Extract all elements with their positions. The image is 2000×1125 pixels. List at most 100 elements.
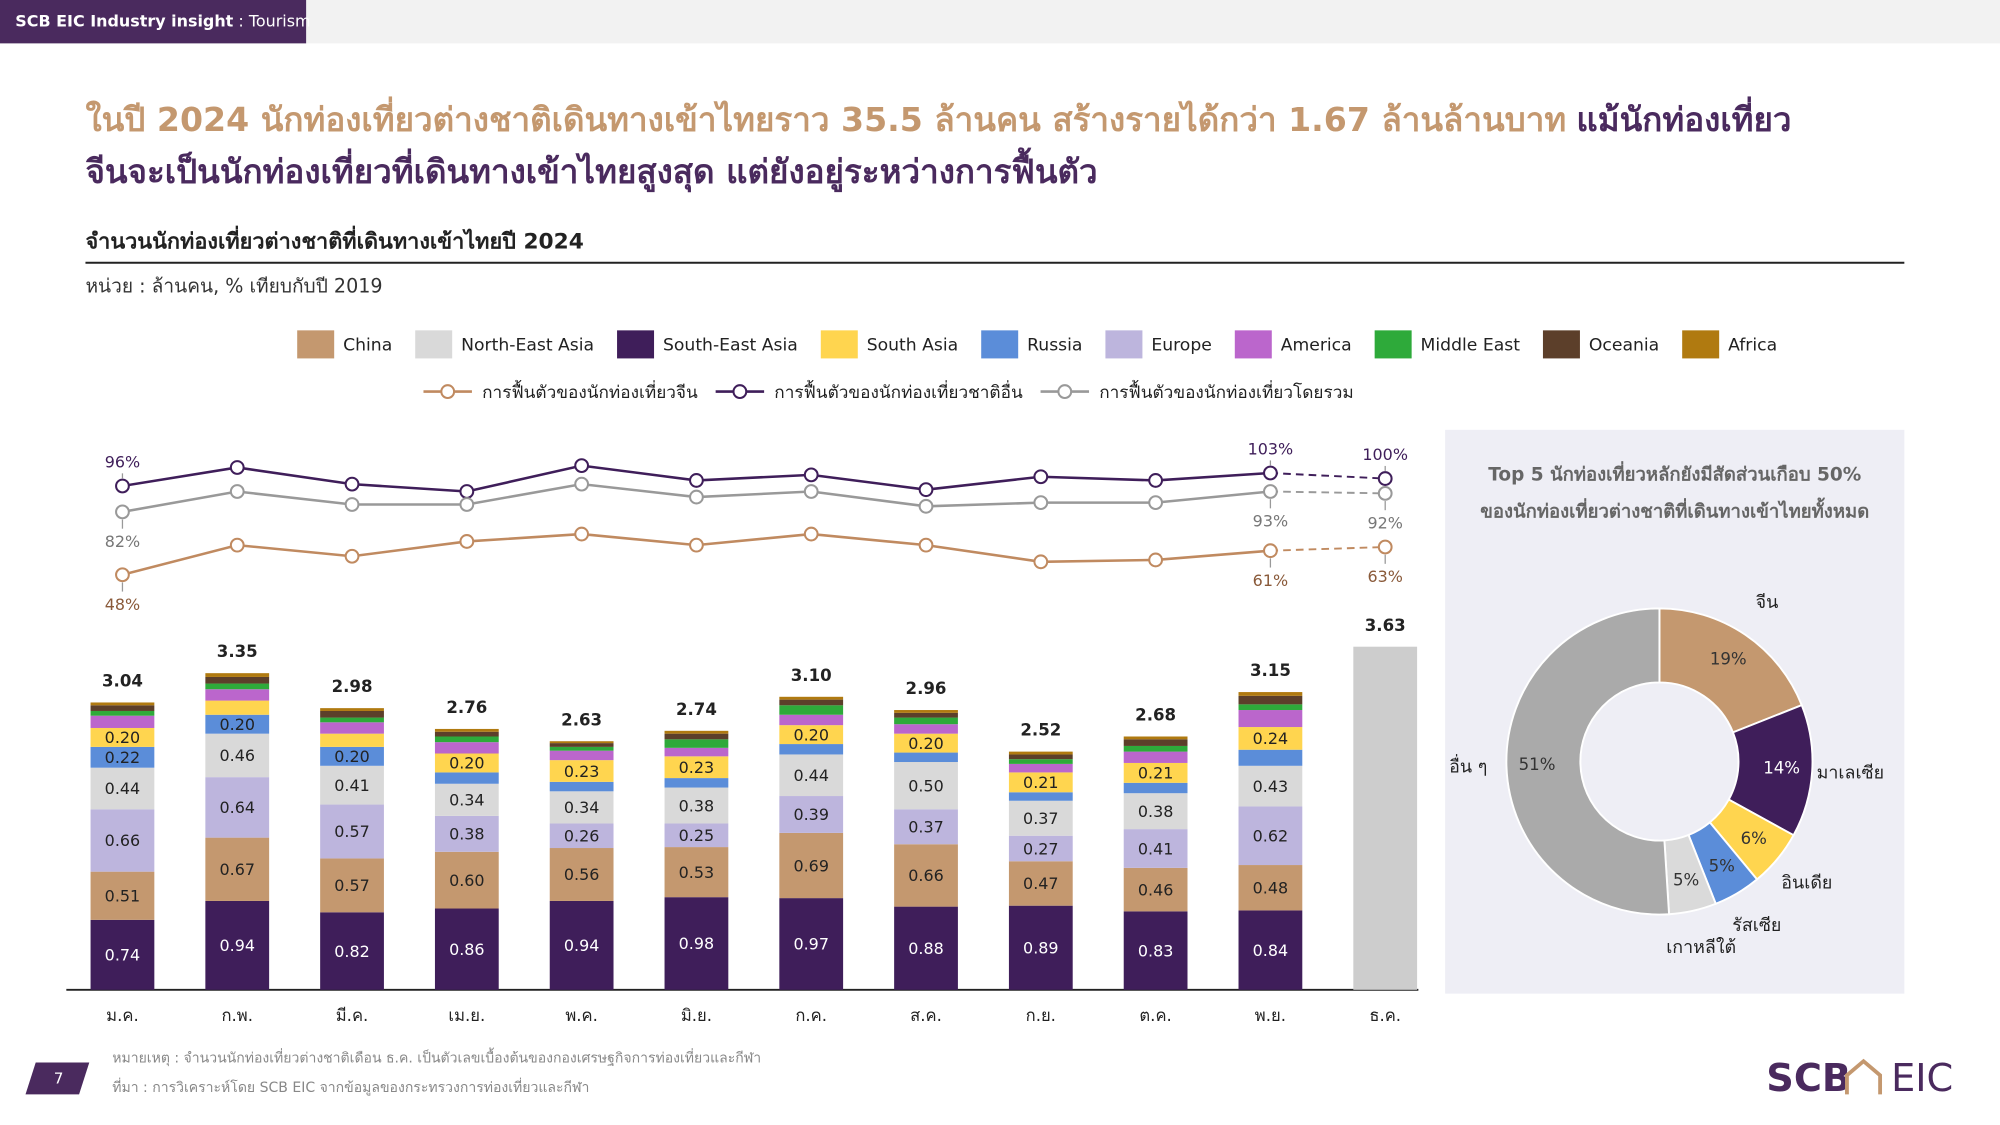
donut-value-label: 5% xyxy=(1673,870,1699,889)
bar-segment xyxy=(90,809,155,872)
bar-segment xyxy=(320,804,384,859)
bar-segment xyxy=(1008,792,1073,801)
bar-segment xyxy=(664,897,729,990)
bar-segment xyxy=(1008,772,1073,793)
bar-value-label: 0.94 xyxy=(219,936,255,955)
header-band xyxy=(0,0,2000,44)
bar-segment xyxy=(779,725,844,745)
legend-label: การฟื้นตัวของนักท่องเที่ยวชาติอื่น xyxy=(774,380,1023,403)
line-point xyxy=(1377,485,1393,501)
line-point xyxy=(1263,484,1278,499)
line-value-label: 63% xyxy=(1367,567,1402,586)
bar-segment xyxy=(894,906,958,990)
bar-value-label: 0.98 xyxy=(679,934,715,953)
line-point xyxy=(1263,465,1278,481)
bar-segment xyxy=(320,858,384,913)
line-point xyxy=(344,548,360,564)
legend-label: America xyxy=(1281,336,1352,356)
bar-value-label: 0.66 xyxy=(908,866,943,885)
bar-segment xyxy=(434,851,499,909)
bar-segment xyxy=(205,676,270,684)
bar-segment xyxy=(664,747,729,757)
line-value-label: 92% xyxy=(1367,513,1402,532)
bar-segment xyxy=(320,710,384,718)
line-point xyxy=(574,476,590,492)
bar-segment xyxy=(90,715,155,728)
bar-segment xyxy=(1123,762,1188,783)
bar-value-label: 0.47 xyxy=(1023,874,1058,893)
bar-segment xyxy=(779,796,844,833)
bar-segment xyxy=(205,777,270,838)
line-point xyxy=(803,484,819,499)
bar-segment xyxy=(549,760,614,782)
line-point xyxy=(689,489,704,505)
line-point xyxy=(459,484,475,499)
legend-label: Russia xyxy=(1027,336,1082,356)
logo-right: EIC xyxy=(1891,1056,1953,1101)
bar-segment xyxy=(90,727,155,747)
bar-segment xyxy=(1123,745,1188,752)
bar-value-label: 0.43 xyxy=(1253,777,1288,796)
bar-segment xyxy=(1123,782,1188,794)
bar-value-label: 0.20 xyxy=(105,728,141,747)
donut-title: Top 5 นักท่องเที่ยวหลักยังมีสัดส่วนเกือบ… xyxy=(1488,461,1861,486)
line-point xyxy=(803,467,819,483)
logo-icon xyxy=(1845,1058,1883,1095)
headline-part2: แม้นักท่องเที่ยว xyxy=(1576,96,1791,139)
bar-segment xyxy=(1238,910,1303,990)
bar-segment xyxy=(664,778,729,788)
line-point xyxy=(1263,543,1278,559)
bar-value-label: 0.60 xyxy=(449,871,485,890)
legend-label: Middle East xyxy=(1421,336,1521,356)
bar-segment xyxy=(1238,695,1303,705)
logo-left: SCB xyxy=(1766,1056,1851,1101)
donut-category-label: จีน xyxy=(1756,592,1779,613)
bar-value-label: 0.57 xyxy=(334,822,370,841)
line-point xyxy=(1377,539,1393,555)
line-projection xyxy=(1270,472,1386,480)
bar-segment xyxy=(894,724,958,734)
bar-segment xyxy=(205,714,270,734)
bar-segment xyxy=(1123,911,1188,990)
note: หมายเหตุ : จำนวนนักท่องเที่ยวต่างชาติเดื… xyxy=(112,1048,761,1067)
bar-value-label: 0.57 xyxy=(334,876,370,895)
bar-segment xyxy=(90,705,155,711)
line-value-label: 93% xyxy=(1253,512,1288,531)
line-projection xyxy=(1270,546,1386,552)
bar-segment xyxy=(1008,800,1073,836)
bar-segment xyxy=(779,705,844,715)
line-point xyxy=(115,567,130,583)
bar-value-label: 0.66 xyxy=(105,831,141,850)
bar-segment xyxy=(1238,727,1303,750)
bar-segment xyxy=(664,756,729,779)
line-value-label: 48% xyxy=(105,595,140,614)
legend-swatch xyxy=(1682,330,1720,359)
source: ที่มา : การวิเคราะห์โดย SCB EIC จากข้อมู… xyxy=(112,1078,589,1096)
bar-value-label: 0.41 xyxy=(334,776,370,795)
bar-segment xyxy=(1008,754,1073,760)
donut-category-label: เกาหลีใต้ xyxy=(1666,937,1736,958)
donut-slice xyxy=(1658,607,1803,734)
page-number: 7 xyxy=(54,1070,64,1088)
bar-value-label: 0.37 xyxy=(1023,809,1058,828)
line-point xyxy=(574,526,590,542)
bar-value-label: 0.44 xyxy=(793,766,828,785)
bar-value-label: 0.20 xyxy=(908,734,943,753)
line-point xyxy=(344,476,360,492)
line-point xyxy=(1148,552,1164,568)
bar-value-label: 0.39 xyxy=(793,805,828,824)
page-badge xyxy=(25,1062,90,1095)
bar-segment xyxy=(779,898,844,990)
bar-segment xyxy=(664,739,729,748)
legend-label: China xyxy=(343,336,392,356)
legend-swatch xyxy=(1105,330,1143,359)
bar-segment xyxy=(779,754,844,797)
bar-segment xyxy=(549,791,614,824)
bar-segment xyxy=(549,823,614,849)
x-tick-label: พ.ค. xyxy=(565,1006,598,1025)
bar-segment xyxy=(90,871,155,920)
legend-label: การฟื้นตัวของนักท่องเที่ยวโดยรวม xyxy=(1099,380,1354,403)
bar-value-label: 0.44 xyxy=(105,779,141,798)
line-value-label: 82% xyxy=(105,532,140,551)
bar-segment xyxy=(779,714,844,726)
